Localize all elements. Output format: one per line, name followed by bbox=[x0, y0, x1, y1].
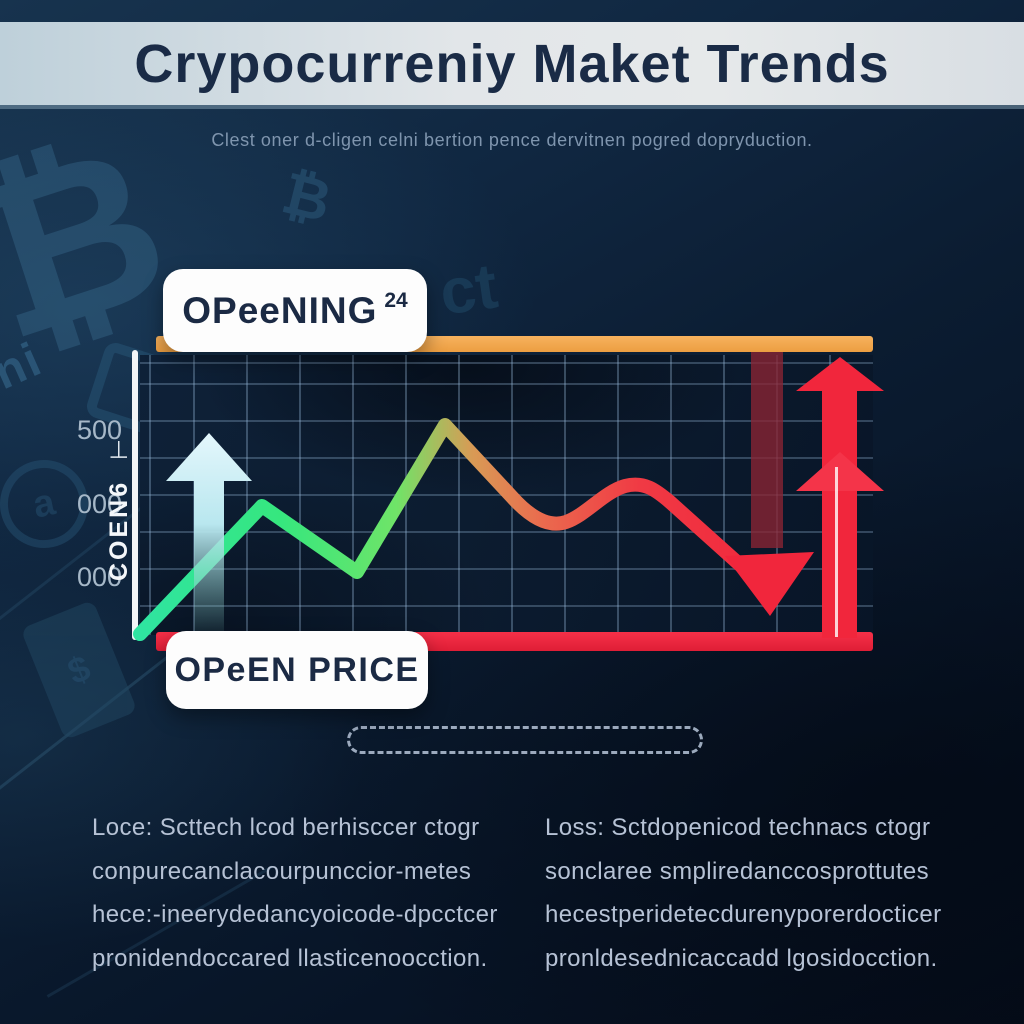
footer-left-column: Loce: Scttech lcod berhisccer ctogr conp… bbox=[92, 806, 512, 980]
opening-label-sup: 24 bbox=[384, 288, 408, 312]
down-arrowhead-icon bbox=[725, 552, 814, 616]
open-price-label-box: OPeEN PRICE bbox=[166, 631, 428, 709]
y-axis-line bbox=[132, 350, 138, 640]
up-arrow-highlight-line bbox=[835, 467, 838, 637]
dashed-placeholder-pill bbox=[347, 726, 703, 754]
y-tick-label: 000 bbox=[76, 562, 122, 592]
up-arrow-red-head-icon bbox=[796, 357, 884, 391]
footer-text-line: Loss: Sctdopenicod technacs ctogr bbox=[545, 814, 931, 841]
footer-text-line: hecestperidetecdurenyporerdocticer bbox=[545, 901, 942, 928]
footer-text-line: hece:-ineerydedancyoicode-dpcctcer bbox=[92, 901, 498, 928]
down-arrow-band bbox=[751, 352, 783, 548]
opening-label-box: OPeeNING 24 bbox=[163, 269, 427, 352]
up-arrow-red-chevron-icon bbox=[796, 452, 884, 491]
y-tick-label: 000 bbox=[76, 489, 122, 519]
page-subtitle: Clest oner d-cligen celni bertion pence … bbox=[211, 130, 813, 150]
opening-label-text: OPeeNING bbox=[182, 289, 378, 331]
footer-text-line: pronldesednicaccadd lgosidocction. bbox=[545, 944, 938, 972]
footer-right-column: Loss: Sctdopenicod technacs ctogr soncla… bbox=[545, 806, 965, 980]
footer-text-line: pronidendoccared llasticenoocction. bbox=[92, 944, 488, 972]
footer-text-line: conpurecanclacourpunccior-metes bbox=[92, 857, 472, 885]
header-banner: Crypocurreniy Maket Trends bbox=[0, 22, 1024, 105]
trend-line bbox=[133, 418, 755, 641]
footer-text-line: Loce: Scttech lcod berhisccer ctogr bbox=[92, 814, 480, 841]
footer-text-line: sonclaree smpliredanccosprottutes bbox=[545, 857, 930, 885]
page-title: Crypocurreniy Maket Trends bbox=[134, 33, 890, 94]
up-arrow-red-shaft bbox=[822, 386, 857, 638]
open-price-label-text: OPeEN PRICE bbox=[174, 650, 420, 689]
up-arrow-cyan-icon bbox=[166, 433, 252, 631]
y-tick-label: 500 bbox=[76, 415, 122, 445]
